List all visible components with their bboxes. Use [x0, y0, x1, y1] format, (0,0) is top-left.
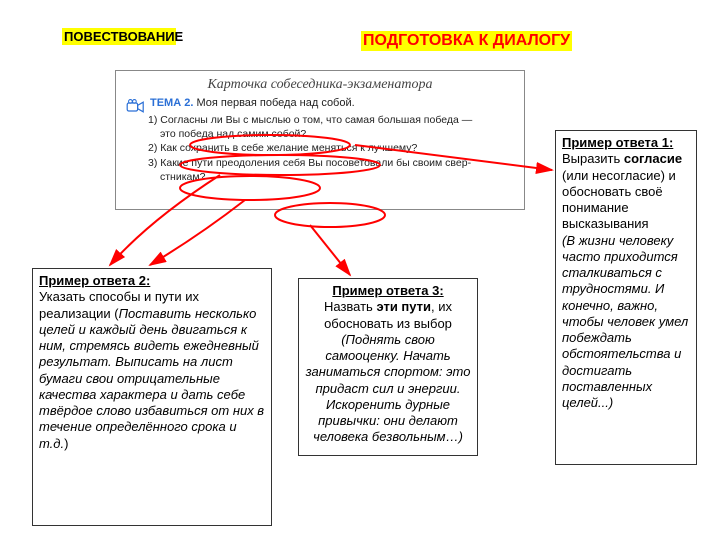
- box1-header: Пример ответа 1:: [562, 135, 673, 150]
- camera-icon: [126, 99, 146, 115]
- answer-box-3: Пример ответа 3: Назвать эти пути, их об…: [298, 278, 478, 456]
- box1-p1a: Выразить: [562, 151, 624, 166]
- answer-box-1: Пример ответа 1: Выразить согласие (или …: [555, 130, 697, 465]
- examiner-card: Карточка собеседника-экзаменатора ТЕМА 2…: [115, 70, 525, 210]
- q3-line1: 3) Какие пути преодоления себя Вы посове…: [148, 156, 512, 170]
- box1-p1b: согласие: [624, 151, 682, 166]
- q1-line2: это победа над самим собой?: [160, 127, 512, 141]
- tag-narration: ПОВЕСТВОВАНИЕ: [62, 28, 176, 45]
- box2-p2: ): [64, 436, 68, 451]
- answer-box-2: Пример ответа 2: Указать способы и пути …: [32, 268, 272, 526]
- box2-header: Пример ответа 2:: [39, 273, 150, 288]
- card-tema: ТЕМА 2. Моя первая победа над собой.: [150, 97, 512, 109]
- tag-dialog-prep: ПОДГОТОВКА К ДИАЛОГУ: [361, 31, 572, 51]
- box1-p2: (или несогласие) и обосновать своё поним…: [562, 168, 676, 232]
- box2-italic: Поставить несколько целей и каждый день …: [39, 306, 264, 451]
- tema-label: ТЕМА 2.: [150, 97, 193, 109]
- box1-italic: (В жизни человеку часто приходится сталк…: [562, 233, 688, 411]
- box3-p1a: Назвать: [324, 299, 376, 314]
- card-title: Карточка собеседника-экзаменатора: [128, 77, 512, 93]
- box3-italic: (Поднять свою самооценку. Начать занимат…: [306, 332, 471, 445]
- q2: 2) Как сохранить в себе желание меняться…: [148, 141, 512, 155]
- box3-header: Пример ответа 3:: [332, 283, 443, 298]
- card-questions: 1) Согласны ли Вы с мыслью о том, что са…: [148, 113, 512, 184]
- q3-line2: стникам?: [160, 170, 512, 184]
- tema-text: Моя первая победа над собой.: [196, 97, 354, 109]
- q1-line1: 1) Согласны ли Вы с мыслью о том, что са…: [148, 113, 512, 127]
- box3-p1b: эти пути: [376, 299, 431, 314]
